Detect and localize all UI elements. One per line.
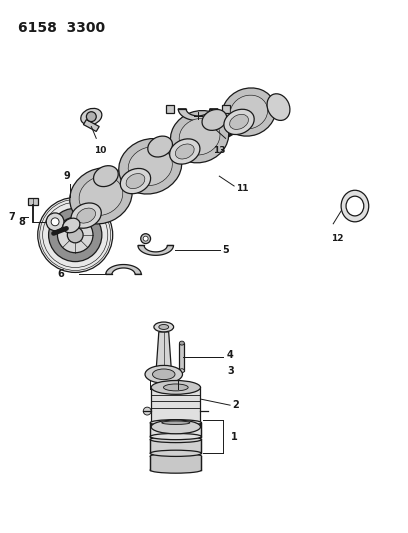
Polygon shape: [222, 105, 230, 112]
Polygon shape: [150, 440, 202, 453]
Ellipse shape: [77, 208, 95, 223]
Polygon shape: [28, 198, 38, 205]
Ellipse shape: [222, 88, 276, 136]
Ellipse shape: [159, 325, 169, 329]
Polygon shape: [151, 387, 200, 427]
Circle shape: [51, 218, 59, 226]
Text: 6158  3300: 6158 3300: [18, 21, 105, 35]
Circle shape: [49, 208, 102, 262]
Ellipse shape: [145, 366, 182, 383]
Polygon shape: [138, 246, 173, 255]
Polygon shape: [106, 264, 141, 274]
Circle shape: [46, 213, 64, 231]
Ellipse shape: [93, 166, 118, 187]
Ellipse shape: [170, 139, 200, 164]
Ellipse shape: [341, 190, 369, 222]
Text: 11: 11: [236, 184, 248, 193]
Ellipse shape: [151, 381, 200, 394]
Ellipse shape: [180, 369, 184, 373]
Ellipse shape: [148, 136, 173, 157]
Ellipse shape: [128, 147, 172, 185]
Ellipse shape: [164, 384, 188, 391]
Text: 4: 4: [227, 350, 234, 360]
Ellipse shape: [150, 437, 202, 442]
Circle shape: [141, 233, 151, 244]
Ellipse shape: [171, 110, 229, 163]
Text: 7: 7: [9, 212, 15, 222]
Ellipse shape: [230, 95, 268, 129]
Text: 12: 12: [331, 233, 344, 243]
Ellipse shape: [79, 176, 123, 215]
Polygon shape: [178, 109, 218, 120]
Ellipse shape: [180, 341, 184, 345]
Ellipse shape: [150, 433, 202, 440]
Ellipse shape: [179, 118, 220, 155]
Ellipse shape: [119, 139, 182, 194]
Text: 6: 6: [58, 269, 64, 279]
Ellipse shape: [71, 203, 101, 228]
Ellipse shape: [70, 168, 132, 224]
Text: 10: 10: [94, 146, 106, 155]
Polygon shape: [150, 423, 202, 437]
Ellipse shape: [151, 420, 200, 434]
Circle shape: [58, 217, 93, 253]
Ellipse shape: [153, 369, 175, 379]
Text: 2: 2: [232, 400, 239, 410]
Ellipse shape: [154, 322, 174, 332]
Ellipse shape: [150, 453, 202, 459]
Ellipse shape: [267, 94, 290, 120]
Ellipse shape: [150, 467, 202, 473]
Polygon shape: [180, 343, 184, 371]
Ellipse shape: [162, 421, 190, 424]
Text: 3: 3: [227, 366, 234, 376]
Ellipse shape: [63, 218, 80, 233]
Text: 8: 8: [19, 217, 26, 227]
Ellipse shape: [175, 144, 194, 159]
Polygon shape: [150, 456, 202, 470]
Polygon shape: [83, 119, 99, 132]
Ellipse shape: [126, 174, 145, 189]
Ellipse shape: [346, 196, 364, 216]
Text: 13: 13: [213, 146, 226, 155]
Polygon shape: [166, 105, 174, 112]
Text: 1: 1: [231, 432, 238, 441]
Text: 9: 9: [64, 171, 71, 181]
Circle shape: [38, 197, 113, 272]
Ellipse shape: [150, 450, 202, 456]
Circle shape: [143, 236, 148, 241]
Ellipse shape: [202, 109, 227, 131]
Text: 5: 5: [222, 245, 228, 255]
Circle shape: [86, 112, 96, 122]
Ellipse shape: [150, 419, 202, 426]
Ellipse shape: [230, 115, 248, 130]
Circle shape: [143, 407, 151, 415]
Polygon shape: [156, 332, 172, 374]
Ellipse shape: [81, 108, 102, 125]
Ellipse shape: [224, 109, 254, 134]
Circle shape: [67, 227, 83, 243]
Ellipse shape: [120, 168, 151, 193]
